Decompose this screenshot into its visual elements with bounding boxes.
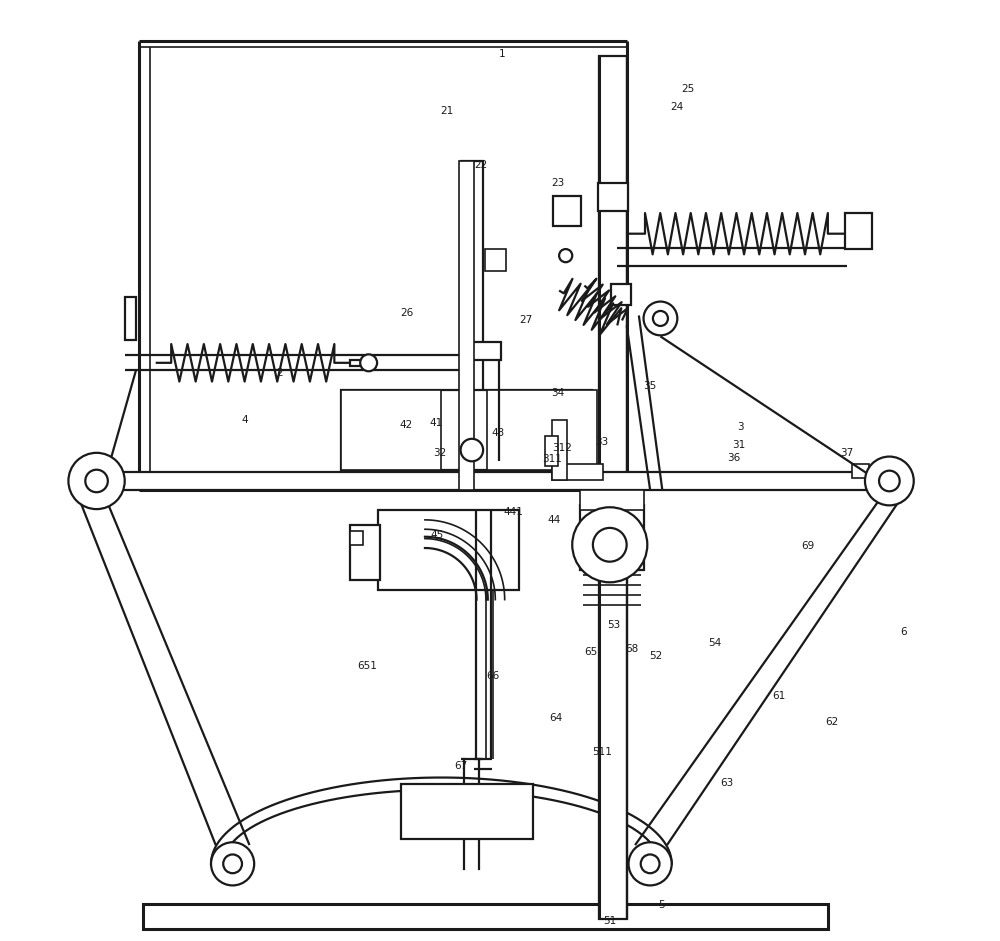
Circle shape	[223, 854, 242, 873]
Text: 67: 67	[454, 761, 467, 771]
Text: 35: 35	[643, 381, 657, 391]
Circle shape	[572, 507, 647, 582]
Text: 21: 21	[440, 106, 453, 116]
Text: 61: 61	[772, 691, 785, 701]
Text: 62: 62	[826, 717, 839, 727]
Text: 2: 2	[276, 368, 283, 378]
Text: 26: 26	[400, 308, 414, 318]
Circle shape	[68, 453, 125, 509]
Text: 6: 6	[900, 627, 907, 637]
Text: 24: 24	[670, 103, 683, 112]
Text: 66: 66	[486, 671, 499, 681]
Text: 34: 34	[552, 388, 565, 398]
Text: 69: 69	[801, 540, 814, 550]
Bar	[125, 296, 136, 341]
Text: 511: 511	[592, 747, 612, 757]
Text: 63: 63	[720, 778, 734, 788]
Text: 44: 44	[548, 516, 561, 525]
Circle shape	[644, 301, 677, 335]
Text: 32: 32	[433, 448, 447, 457]
Bar	[485, 248, 506, 271]
Text: 33: 33	[595, 438, 608, 447]
Bar	[580, 490, 644, 510]
Text: 22: 22	[475, 160, 488, 169]
Bar	[82, 472, 903, 490]
Text: 312: 312	[552, 443, 572, 453]
Bar	[461, 161, 483, 450]
Bar	[378, 510, 519, 590]
Text: 54: 54	[708, 638, 721, 648]
Bar	[580, 505, 644, 569]
Text: 42: 42	[400, 421, 413, 430]
Circle shape	[653, 311, 668, 326]
Text: 41: 41	[430, 418, 443, 427]
Text: 25: 25	[681, 84, 694, 94]
Text: 27: 27	[520, 315, 533, 326]
Circle shape	[865, 456, 914, 505]
Bar	[552, 420, 567, 480]
Text: 45: 45	[431, 530, 444, 540]
Circle shape	[461, 439, 483, 461]
Bar	[611, 283, 631, 306]
Bar	[598, 183, 628, 211]
Text: 65: 65	[584, 646, 598, 657]
Circle shape	[211, 842, 254, 885]
Bar	[487, 391, 597, 470]
Circle shape	[879, 470, 900, 491]
Text: 23: 23	[552, 179, 565, 188]
Text: 4: 4	[241, 415, 248, 424]
Text: 651: 651	[357, 661, 377, 671]
Bar	[350, 360, 369, 366]
Bar	[341, 391, 441, 470]
Text: 52: 52	[649, 651, 662, 662]
Bar	[845, 213, 872, 248]
Bar	[545, 436, 558, 466]
Bar	[852, 464, 869, 478]
Text: 5: 5	[658, 900, 665, 910]
Circle shape	[629, 842, 672, 885]
Bar	[552, 464, 603, 480]
Text: 36: 36	[727, 454, 740, 463]
Text: 31: 31	[732, 440, 745, 450]
Circle shape	[559, 249, 572, 263]
Text: 51: 51	[603, 916, 616, 926]
Bar	[341, 391, 592, 470]
Text: 68: 68	[626, 644, 639, 654]
Bar	[143, 903, 828, 929]
Bar	[350, 531, 363, 545]
Bar	[553, 196, 581, 226]
Text: 441: 441	[503, 507, 523, 517]
Bar	[471, 342, 501, 360]
Text: 311: 311	[543, 455, 562, 464]
Circle shape	[593, 528, 627, 562]
Text: 64: 64	[550, 713, 563, 724]
Bar	[459, 161, 474, 490]
Text: 3: 3	[737, 423, 743, 432]
Circle shape	[360, 355, 377, 372]
Text: 37: 37	[841, 448, 854, 457]
Bar	[401, 784, 533, 839]
Text: 43: 43	[491, 428, 505, 438]
Bar	[350, 525, 380, 580]
Text: 53: 53	[607, 620, 620, 630]
Bar	[599, 56, 627, 918]
Circle shape	[641, 854, 659, 873]
Text: 1: 1	[499, 49, 505, 59]
Circle shape	[85, 470, 108, 492]
